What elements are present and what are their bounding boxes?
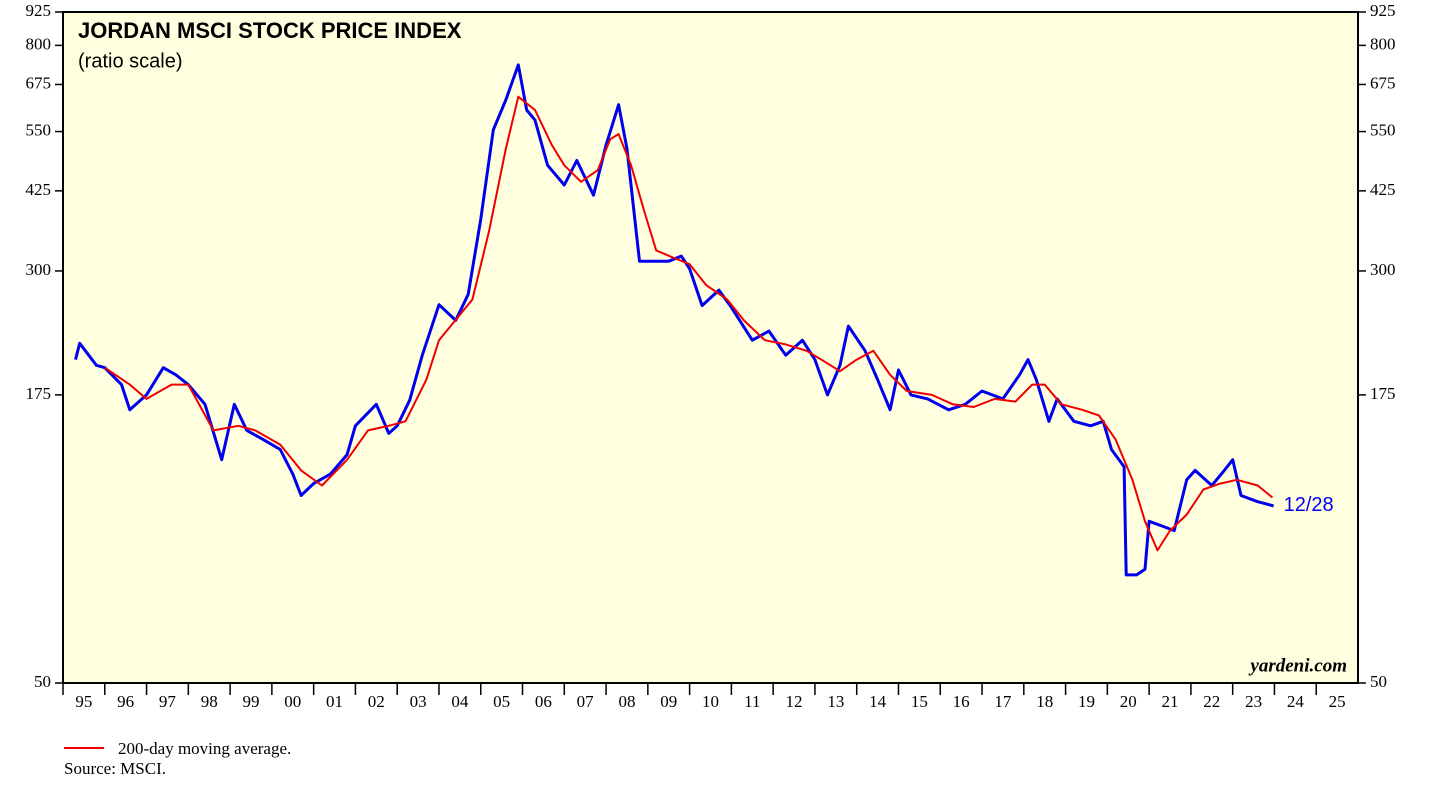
x-tick-label: 99 bbox=[242, 692, 259, 711]
x-tick-label: 03 bbox=[410, 692, 427, 711]
x-tick-label: 16 bbox=[953, 692, 970, 711]
y-tick-label: 50 bbox=[34, 672, 51, 691]
x-tick-label: 14 bbox=[869, 692, 887, 711]
x-tick-label: 18 bbox=[1036, 692, 1053, 711]
y2-tick-label: 425 bbox=[1370, 180, 1396, 199]
source: Source: MSCI. bbox=[64, 759, 166, 778]
chart-subtitle: (ratio scale) bbox=[78, 50, 182, 72]
x-tick-label: 97 bbox=[159, 692, 177, 711]
y2-tick-label: 800 bbox=[1370, 34, 1396, 53]
series bbox=[74, 63, 1274, 577]
x-tick-label: 98 bbox=[201, 692, 218, 711]
plot-border bbox=[62, 11, 1359, 684]
y2-tick-label: 50 bbox=[1370, 672, 1387, 691]
y-tick-label: 675 bbox=[26, 73, 52, 92]
y-tick-label: 550 bbox=[26, 120, 52, 139]
x-tick-label: 15 bbox=[911, 692, 928, 711]
x-tick-label: 24 bbox=[1287, 692, 1305, 711]
x-tick-label: 05 bbox=[493, 692, 510, 711]
y-tick-label: 925 bbox=[26, 1, 52, 20]
x-tick-label: 07 bbox=[577, 692, 595, 711]
line-series bbox=[104, 95, 1274, 552]
x-tick-label: 13 bbox=[827, 692, 844, 711]
y2-tick-label: 925 bbox=[1370, 1, 1396, 20]
x-tick-label: 95 bbox=[75, 692, 92, 711]
x-tick-label: 96 bbox=[117, 692, 134, 711]
y2-tick-label: 675 bbox=[1370, 73, 1396, 92]
x-tick-label: 11 bbox=[744, 692, 760, 711]
x-tick-label: 02 bbox=[368, 692, 385, 711]
x-tick-label: 01 bbox=[326, 692, 343, 711]
axes: 50 50 175 175 300 300 425 425 550 550 675 675 800 800… bbox=[26, 1, 1396, 711]
x-tick-label: 00 bbox=[284, 692, 301, 711]
y-tick-label: 425 bbox=[26, 180, 52, 199]
y-tick-label: 300 bbox=[26, 260, 52, 279]
annotation: 12/28 bbox=[1284, 494, 1334, 516]
x-tick-label: 21 bbox=[1162, 692, 1179, 711]
y2-tick-label: 550 bbox=[1370, 120, 1396, 139]
x-tick-label: 04 bbox=[451, 692, 469, 711]
y-tick-label: 175 bbox=[26, 384, 52, 403]
x-tick-label: 25 bbox=[1329, 692, 1346, 711]
y2-tick-label: 175 bbox=[1370, 384, 1396, 403]
x-tick-label: 23 bbox=[1245, 692, 1262, 711]
chart-title: JORDAN MSCI STOCK PRICE INDEX bbox=[78, 18, 462, 43]
x-tick-label: 17 bbox=[994, 692, 1012, 711]
y2-tick-label: 300 bbox=[1370, 260, 1396, 279]
x-tick-label: 10 bbox=[702, 692, 719, 711]
x-tick-label: 20 bbox=[1120, 692, 1137, 711]
credit: yardeni.com bbox=[1248, 655, 1347, 676]
x-tick-label: 19 bbox=[1078, 692, 1095, 711]
legend-label: 200-day moving average. bbox=[118, 739, 291, 758]
line-series bbox=[74, 63, 1274, 577]
y-tick-label: 800 bbox=[26, 34, 52, 53]
plot-area bbox=[62, 11, 1359, 684]
x-tick-label: 22 bbox=[1203, 692, 1220, 711]
x-tick-label: 08 bbox=[618, 692, 635, 711]
x-tick-label: 06 bbox=[535, 692, 552, 711]
x-tick-label: 09 bbox=[660, 692, 677, 711]
x-tick-label: 12 bbox=[786, 692, 803, 711]
